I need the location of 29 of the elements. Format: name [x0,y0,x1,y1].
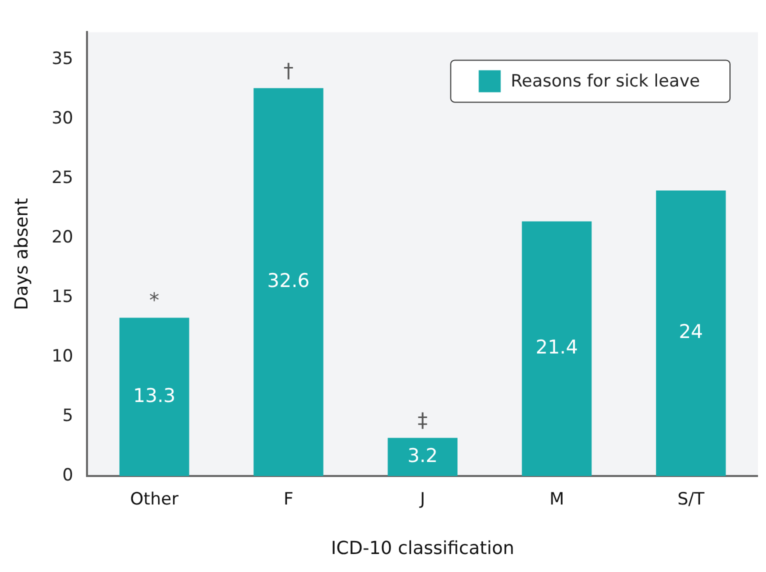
annotation: ‡ [418,408,428,432]
x-tick-label: S/T [677,490,705,510]
y-tick-label: 15 [52,286,74,307]
x-axis-title: ICD-10 classification [330,538,514,559]
x-tick-label: F [284,490,294,510]
y-tick-label: 35 [52,48,74,69]
y-tick-label: 0 [62,465,74,486]
y-axis-title: Days absent [11,198,32,310]
data-label: 21.4 [536,336,578,359]
y-tick-label: 5 [62,406,74,426]
legend-label: Reasons for sick leave [510,72,700,92]
bar [254,88,324,476]
bar [119,318,190,476]
x-tick-label: Other [130,490,178,510]
y-tick-label: 20 [52,227,74,248]
data-label: 24 [678,321,704,344]
y-tick-label: 30 [52,108,74,128]
x-tick-label: J [419,490,426,510]
data-label: 3.2 [408,444,438,467]
bar [656,190,726,476]
y-tick-label: 25 [52,168,74,188]
data-label: 32.6 [267,270,310,292]
annotation: * [149,288,160,312]
bar [522,221,592,476]
annotation: † [283,58,294,82]
x-tick-label: M [549,490,564,510]
bar [388,438,458,476]
y-tick-label: 10 [52,346,74,366]
data-label: 13.3 [133,384,176,407]
